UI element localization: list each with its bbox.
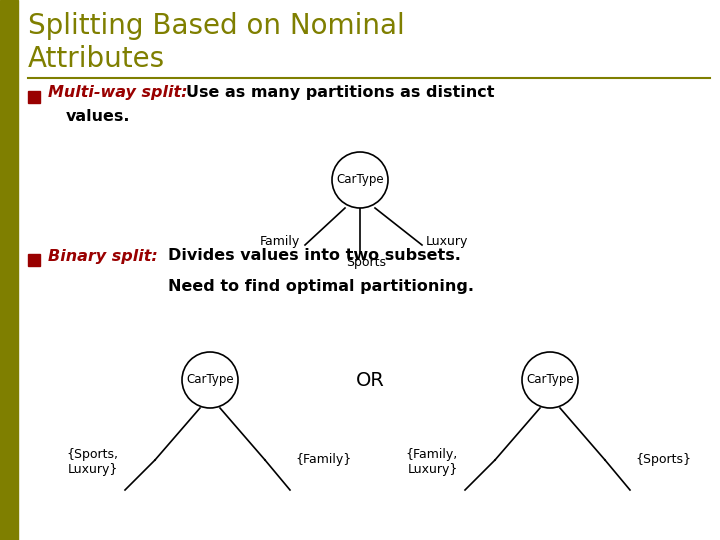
Bar bbox=[28, 91, 40, 103]
Text: OR: OR bbox=[356, 370, 384, 389]
Bar bbox=[0, 0, 18, 540]
Text: {Family}: {Family} bbox=[295, 454, 351, 467]
Text: CarType: CarType bbox=[526, 374, 574, 387]
Text: CarType: CarType bbox=[186, 374, 234, 387]
Text: Divides values into two subsets.: Divides values into two subsets. bbox=[168, 248, 461, 264]
Text: Binary split:: Binary split: bbox=[48, 248, 158, 264]
Text: Need to find optimal partitioning.: Need to find optimal partitioning. bbox=[168, 279, 474, 294]
Circle shape bbox=[182, 352, 238, 408]
Text: Family: Family bbox=[260, 235, 300, 248]
Bar bbox=[28, 254, 40, 266]
Circle shape bbox=[522, 352, 578, 408]
Text: Splitting Based on Nominal: Splitting Based on Nominal bbox=[28, 12, 405, 40]
Text: Sports: Sports bbox=[346, 256, 386, 269]
Text: values.: values. bbox=[66, 110, 130, 125]
Text: CarType: CarType bbox=[336, 173, 384, 186]
Text: {Family,
Luxury}: {Family, Luxury} bbox=[406, 448, 458, 476]
Text: Attributes: Attributes bbox=[28, 45, 165, 73]
Text: Luxury: Luxury bbox=[426, 235, 469, 248]
Text: {Sports}: {Sports} bbox=[635, 454, 691, 467]
Text: Multi-way split:: Multi-way split: bbox=[48, 85, 187, 100]
Text: Use as many partitions as distinct: Use as many partitions as distinct bbox=[186, 85, 495, 100]
Text: {Sports,
Luxury}: {Sports, Luxury} bbox=[66, 448, 118, 476]
Circle shape bbox=[332, 152, 388, 208]
